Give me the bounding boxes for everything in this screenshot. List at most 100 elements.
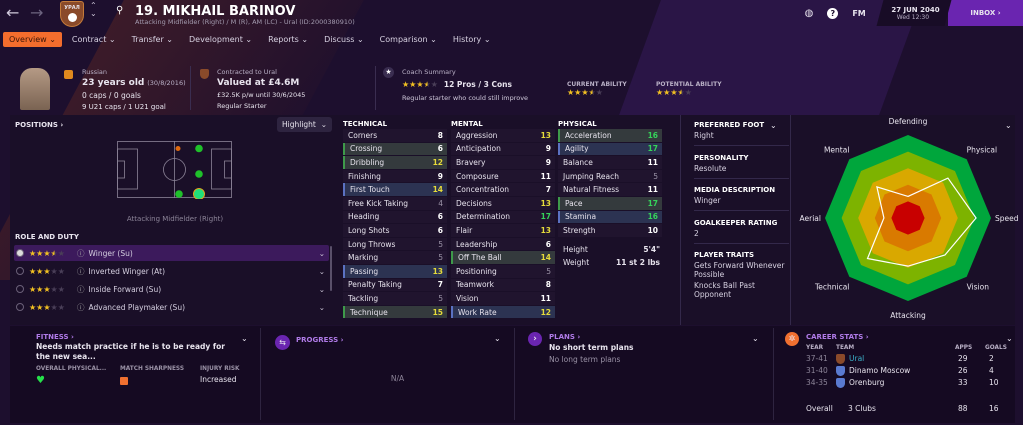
chevron-down-icon[interactable]: ⌄ <box>752 334 759 343</box>
fm-menu-button[interactable]: FM <box>852 8 866 18</box>
career-team[interactable]: Dinamo Moscow <box>849 366 911 375</box>
info-icon[interactable]: ⓘ <box>77 302 85 312</box>
attribute-row[interactable]: Stamina 16 <box>558 210 662 224</box>
chevron-down-icon[interactable]: ⌄ <box>1006 334 1013 343</box>
radio-button[interactable] <box>16 249 24 257</box>
player-switch-icon[interactable]: ⌃ ⌄ <box>90 1 97 18</box>
attribute-row[interactable]: Flair 13 <box>451 224 555 237</box>
attribute-row[interactable]: Finishing 9 <box>343 169 447 183</box>
attribute-row[interactable]: Pace 17 <box>558 197 662 210</box>
attribute-value: 14 <box>540 253 551 263</box>
tab-overview[interactable]: Overview ⌄ <box>3 32 62 47</box>
chevron-down-icon[interactable]: ⌄ <box>770 121 777 130</box>
attribute-row[interactable]: Marking 5 <box>343 251 447 264</box>
chevron-down-icon[interactable]: ⌄ <box>494 334 501 343</box>
attribute-row[interactable]: Free Kick Taking 4 <box>343 197 447 210</box>
attribute-row[interactable]: Aggression 13 <box>451 129 555 142</box>
progress-link[interactable]: PROGRESS › <box>296 336 344 344</box>
attribute-row[interactable]: Acceleration 16 <box>558 129 662 142</box>
inbox-button[interactable]: INBOX › <box>948 0 1023 26</box>
info-heading: PREFERRED FOOT <box>694 121 765 129</box>
tab-reports[interactable]: Reports ⌄ <box>262 32 314 47</box>
role-item[interactable]: ★★★★★ ⓘ Advanced Playmaker (Su) ⌄ <box>14 299 329 315</box>
chevron-down-icon: ⌄ <box>163 35 174 44</box>
positions-title: POSITIONS <box>15 121 58 129</box>
chevron-down-icon[interactable]: ⌄ <box>1005 121 1012 130</box>
club-badge[interactable]: УРАЛ <box>60 1 84 27</box>
tab-transfer[interactable]: Transfer ⌄ <box>126 32 179 47</box>
info-value[interactable]: Gets Forward Whenever Possible <box>694 261 785 279</box>
attribute-row[interactable]: Corners 8 <box>343 129 447 142</box>
tab-discuss[interactable]: Discuss ⌄ <box>318 32 370 47</box>
chevron-down-icon[interactable]: ⌄ <box>318 266 325 276</box>
career-team[interactable]: Ural <box>849 354 865 363</box>
fitness-link[interactable]: FITNESS › <box>36 333 74 341</box>
info-icon[interactable]: ⓘ <box>77 248 85 258</box>
attribute-value: 7 <box>545 185 551 195</box>
highlight-dropdown[interactable]: Highlight ⌄ <box>277 117 332 132</box>
info-icon[interactable]: ⓘ <box>77 284 85 294</box>
tab-label: Development <box>189 35 243 44</box>
attribute-row[interactable]: Dribbling 12 <box>343 156 447 169</box>
back-icon[interactable]: ← <box>6 3 20 22</box>
attribute-row[interactable]: Long Throws 5 <box>343 237 447 251</box>
attribute-row[interactable]: Teamwork 8 <box>451 278 555 292</box>
attribute-row[interactable]: Natural Fitness 11 <box>558 183 662 196</box>
attribute-row[interactable]: Long Shots 6 <box>343 224 447 237</box>
tab-development[interactable]: Development ⌄ <box>183 32 258 47</box>
chevron-down-icon[interactable]: ⌄ <box>241 334 248 343</box>
attribute-row[interactable]: Technique 15 <box>343 305 447 319</box>
attribute-row[interactable]: Tackling 5 <box>343 292 447 305</box>
attribute-row[interactable]: Bravery 9 <box>451 156 555 169</box>
attribute-row[interactable]: Work Rate 12 <box>451 305 555 319</box>
pros-cons[interactable]: 12 Pros / 3 Cons <box>443 80 512 89</box>
attribute-row[interactable]: Positioning 5 <box>451 265 555 278</box>
radio-button[interactable] <box>16 285 24 293</box>
attribute-row[interactable]: Off The Ball 14 <box>451 251 555 264</box>
chevron-down-icon[interactable]: ⌄ <box>318 284 325 294</box>
star-icon: ★ <box>684 88 692 97</box>
attribute-row[interactable]: Balance 11 <box>558 156 662 169</box>
tab-comparison[interactable]: Comparison ⌄ <box>374 32 443 47</box>
tab-contract[interactable]: Contract ⌄ <box>66 32 122 47</box>
attribute-row[interactable]: Strength 10 <box>558 224 662 237</box>
roles-scrollbar[interactable] <box>330 246 332 291</box>
attribute-row[interactable]: Anticipation 9 <box>451 142 555 156</box>
attribute-name: Leadership <box>456 239 498 249</box>
attribute-row[interactable]: Heading 6 <box>343 210 447 224</box>
attribute-row[interactable]: Decisions 13 <box>451 197 555 210</box>
radio-button[interactable] <box>16 267 24 275</box>
chevron-down-icon[interactable]: ⌄ <box>318 248 325 258</box>
role-item[interactable]: ★★★★★ ⓘ Inside Forward (Su) ⌄ <box>14 281 329 297</box>
info-value[interactable]: Knocks Ball Past Opponent <box>694 281 755 299</box>
attribute-row[interactable]: Crossing 6 <box>343 142 447 156</box>
radar-label: Aerial <box>800 214 821 223</box>
tab-history[interactable]: History ⌄ <box>447 32 497 47</box>
chevron-down-icon[interactable]: ⌄ <box>318 302 325 312</box>
star-icon: ★ <box>36 266 44 276</box>
attribute-row[interactable]: Agility 17 <box>558 142 662 156</box>
date-display[interactable]: 27 JUN 2040 Wed 12:30 <box>876 0 952 26</box>
career-team[interactable]: Orenburg <box>849 378 885 387</box>
help-icon[interactable]: ? <box>827 7 839 19</box>
info-icon[interactable]: ⓘ <box>77 266 85 276</box>
globe-icon[interactable]: ◍ <box>804 7 814 19</box>
attribute-row[interactable]: Concentration 7 <box>451 183 555 196</box>
plans-link[interactable]: PLANS › <box>549 333 581 341</box>
positions-link[interactable]: POSITIONS › <box>15 121 64 129</box>
role-item[interactable]: ★★★★★ ⓘ Inverted Winger (At) ⌄ <box>14 263 329 279</box>
short-term-plans: No short term plans <box>549 343 634 352</box>
search-icon[interactable]: ⚲ <box>116 5 124 16</box>
forward-icon[interactable]: → <box>30 3 44 22</box>
attribute-row[interactable]: Vision 11 <box>451 292 555 305</box>
attribute-row[interactable]: Jumping Reach 5 <box>558 169 662 183</box>
attribute-row[interactable]: Determination 17 <box>451 210 555 224</box>
career-stats-link[interactable]: CAREER STATS › <box>806 333 869 341</box>
role-item[interactable]: ★★★★★ ⓘ Winger (Su) ⌄ <box>14 245 329 261</box>
radio-button[interactable] <box>16 303 24 311</box>
attribute-row[interactable]: First Touch 14 <box>343 183 447 196</box>
attribute-row[interactable]: Composure 11 <box>451 169 555 183</box>
attribute-row[interactable]: Passing 13 <box>343 265 447 278</box>
attribute-row[interactable]: Leadership 6 <box>451 237 555 251</box>
attribute-row[interactable]: Penalty Taking 7 <box>343 278 447 292</box>
